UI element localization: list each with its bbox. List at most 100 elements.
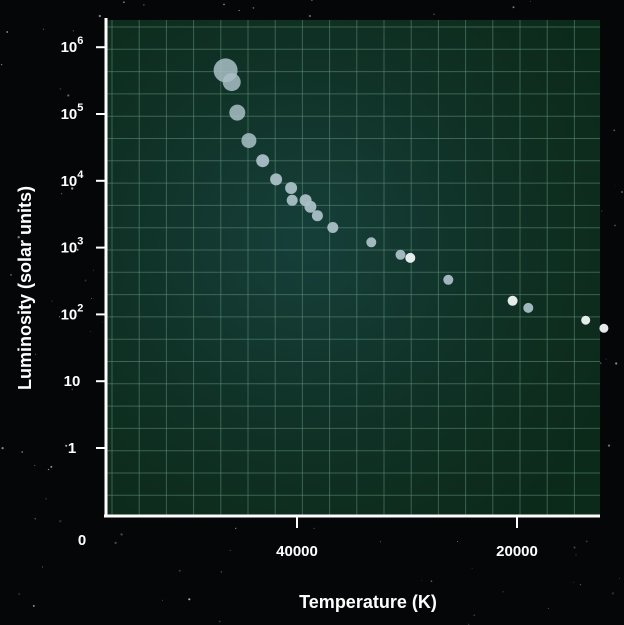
background-star — [430, 580, 433, 583]
background-star — [229, 549, 231, 551]
background-star — [188, 598, 191, 601]
background-star — [579, 584, 582, 586]
background-star — [238, 9, 240, 12]
background-star — [473, 614, 475, 616]
star-point — [311, 210, 323, 222]
y-axis-title: Luminosity (solar units) — [15, 186, 35, 390]
star-point — [229, 104, 246, 121]
star-point — [327, 222, 339, 233]
background-star — [72, 30, 74, 32]
background-star — [84, 279, 87, 282]
star-point — [222, 73, 241, 92]
background-star — [92, 269, 94, 271]
data-points — [213, 58, 609, 333]
background-star — [471, 568, 473, 570]
background-star — [71, 388, 74, 391]
background-star — [614, 224, 616, 227]
x-tick-label: 20000 — [496, 543, 538, 560]
star-point — [286, 194, 298, 206]
background-star — [143, 4, 145, 6]
background-star — [1, 446, 4, 450]
background-star — [123, 1, 125, 3]
background-star — [313, 527, 315, 529]
background-star — [379, 541, 381, 543]
background-star — [59, 316, 61, 318]
star-point — [256, 154, 270, 168]
background-star — [21, 451, 24, 453]
background-star — [512, 6, 515, 9]
background-star — [502, 591, 504, 593]
background-star — [50, 465, 53, 468]
background-star — [51, 300, 53, 302]
background-star — [573, 546, 576, 549]
background-star — [41, 566, 43, 568]
background-star — [30, 251, 32, 252]
background-star — [71, 187, 74, 190]
background-star — [161, 599, 164, 601]
background-star — [17, 236, 20, 239]
background-star — [457, 540, 459, 542]
star-point — [581, 315, 591, 325]
background-star — [235, 527, 237, 529]
background-star — [23, 273, 25, 276]
background-star — [10, 274, 12, 276]
background-star — [178, 569, 181, 572]
background-star — [621, 191, 623, 193]
background-star — [0, 63, 3, 66]
star-point — [270, 173, 283, 186]
background-star — [101, 321, 103, 323]
background-star — [615, 362, 618, 365]
background-star — [60, 193, 63, 195]
star-point — [599, 323, 609, 333]
background-star — [384, 606, 386, 608]
star-point — [523, 302, 534, 313]
background-star — [45, 498, 47, 500]
background-star — [76, 248, 79, 251]
background-star — [42, 28, 44, 30]
background-star — [65, 444, 68, 447]
background-star — [34, 518, 36, 520]
background-star — [585, 540, 588, 543]
background-star — [59, 520, 62, 523]
background-star — [67, 94, 70, 97]
origin-label: 0 — [78, 532, 86, 549]
background-star — [308, 14, 312, 18]
background-star — [18, 593, 20, 595]
grid-lines — [106, 20, 600, 515]
background-star — [421, 579, 423, 581]
background-star — [547, 607, 549, 610]
background-star — [252, 7, 255, 9]
y-tick-label: 1 — [68, 440, 76, 457]
background-star — [98, 14, 101, 18]
background-star — [114, 541, 117, 545]
star-point — [304, 200, 317, 213]
background-star — [77, 37, 79, 40]
star-point — [443, 274, 454, 285]
background-star — [34, 464, 36, 466]
background-star — [47, 468, 50, 471]
background-star — [25, 225, 27, 228]
star-point — [395, 249, 406, 260]
background-star — [220, 571, 222, 573]
x-tick-label: 40000 — [276, 543, 318, 560]
background-star — [219, 620, 221, 623]
background-star — [613, 129, 615, 132]
background-star — [575, 554, 577, 556]
star-point — [241, 133, 257, 149]
background-star — [223, 3, 225, 6]
background-star — [416, 595, 417, 596]
x-axis-title: Temperature (K) — [299, 592, 437, 612]
background-star — [310, 0, 313, 1]
background-star — [605, 358, 607, 360]
background-star — [6, 31, 9, 33]
background-star — [90, 297, 93, 300]
background-star — [619, 577, 621, 579]
background-star — [120, 533, 123, 536]
star-point — [285, 182, 298, 194]
background-star — [433, 13, 435, 15]
star-point — [507, 295, 518, 306]
background-star — [573, 581, 574, 583]
y-tick-label: 10 — [64, 373, 81, 390]
background-star — [611, 592, 615, 595]
